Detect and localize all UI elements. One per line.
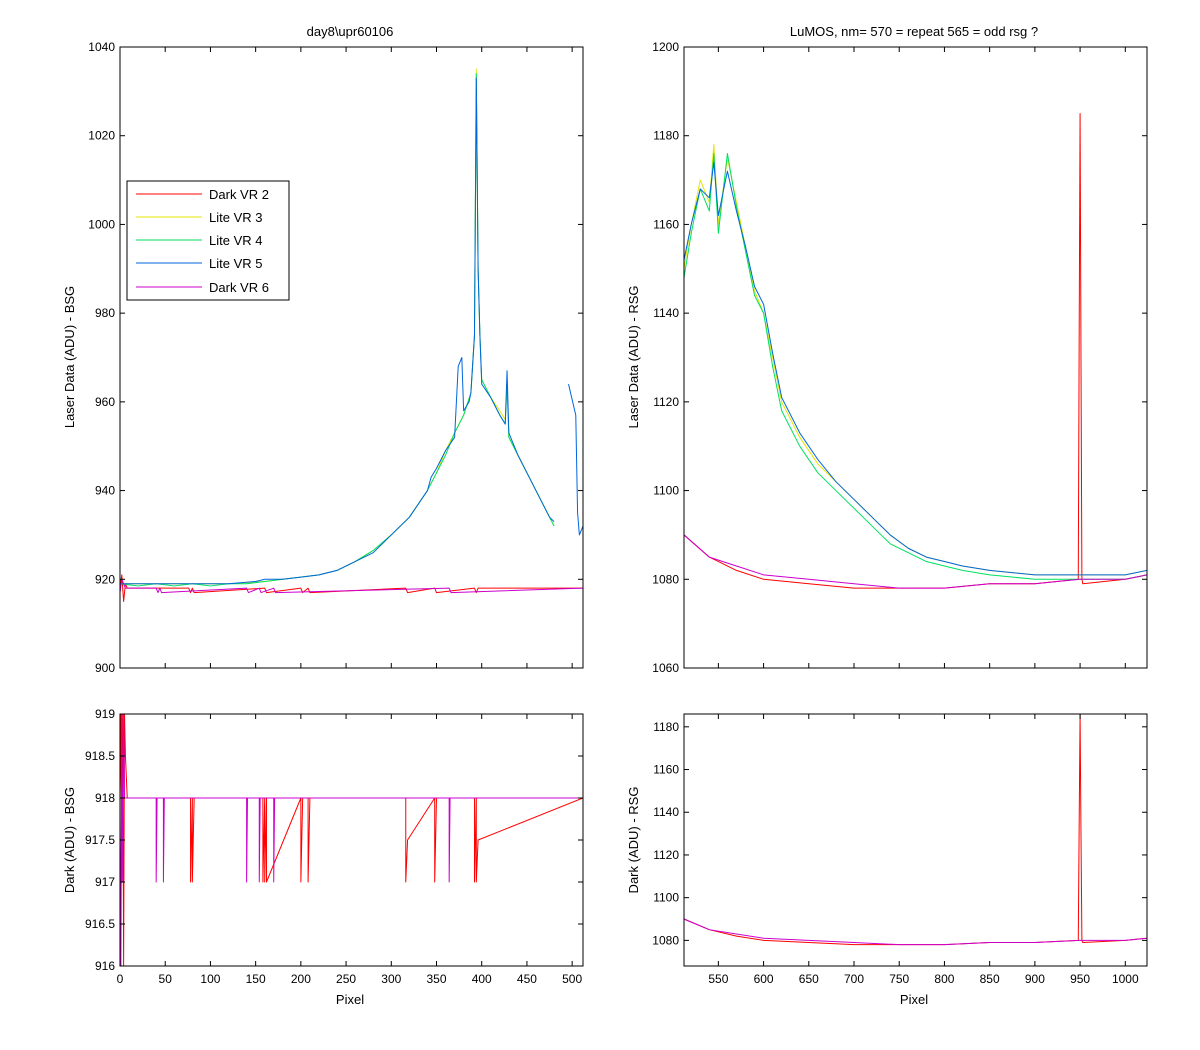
plot-area <box>684 47 1147 668</box>
x-tick-label: 550 <box>708 972 728 986</box>
x-tick-label: 900 <box>1025 972 1045 986</box>
y-tick-label: 918 <box>95 791 115 805</box>
y-tick-label: 1160 <box>653 763 679 777</box>
legend-entry-label: Lite VR 3 <box>209 210 262 225</box>
y-tick-label: 1000 <box>88 217 115 231</box>
y-tick-label: 1040 <box>88 40 115 54</box>
y-tick-label: 1180 <box>653 720 679 734</box>
y-tick-label: 920 <box>95 572 115 586</box>
y-tick-label: 917 <box>95 875 115 889</box>
x-tick-label: 350 <box>426 972 446 986</box>
x-tick-label: 300 <box>381 972 401 986</box>
y-tick-label: 1060 <box>652 661 679 675</box>
chart-top-right: LuMOS, nm= 570 = repeat 565 = odd rsg ? … <box>626 24 1148 675</box>
x-tick-label: 850 <box>980 972 1000 986</box>
y-tick-label: 916 <box>95 959 115 973</box>
chart-bottom-right: Dark (ADU) - RSG Pixel 550 600 650 700 750 80… <box>626 713 1148 1007</box>
y-tick-label: 1160 <box>653 217 679 231</box>
series-line-dark-vr-6 <box>120 714 583 966</box>
x-tick-label: 600 <box>754 972 774 986</box>
x-tick-label: 200 <box>291 972 311 986</box>
y-tick-label: 1020 <box>88 129 115 143</box>
y-tick-label: 1080 <box>652 933 679 947</box>
series-group <box>684 714 1147 946</box>
series-line-dark-vr-2 <box>120 574 583 602</box>
x-tick-label: 650 <box>799 972 819 986</box>
x-tick-label: 750 <box>889 972 909 986</box>
legend-entry: Lite VR 5 <box>136 256 262 271</box>
series-group <box>684 113 1147 589</box>
y-tick-label: 1100 <box>653 484 679 498</box>
series-line-lite-vr-5 <box>684 161 1147 576</box>
legend-entry: Dark VR 6 <box>136 280 269 295</box>
y-tick-label: 960 <box>95 395 115 409</box>
y-tick-label: 980 <box>95 306 115 320</box>
x-tick-label: 0 <box>117 972 124 986</box>
axes-frame <box>683 46 1148 669</box>
x-tick-label: 450 <box>517 972 537 986</box>
series-line-dark-vr-6 <box>120 578 583 594</box>
y-axis-label: Laser Data (ADU) - RSG <box>626 285 641 428</box>
y-axis-label: Dark (ADU) - RSG <box>626 787 641 894</box>
y-tick-label: 1100 <box>653 891 679 905</box>
x-tick-label: 800 <box>934 972 954 986</box>
y-tick-label: 1080 <box>652 572 679 586</box>
legend-entry-label: Dark VR 2 <box>209 187 269 202</box>
y-tick-label: 1140 <box>653 306 679 320</box>
series-group <box>120 714 583 966</box>
chart-title: day8\upr60106 <box>307 24 394 39</box>
legend-entry-label: Lite VR 5 <box>209 256 262 271</box>
x-tick-label: 100 <box>200 972 220 986</box>
x-tick-label: 500 <box>562 972 582 986</box>
x-axis-label: Pixel <box>336 992 364 1007</box>
legend-entry-label: Dark VR 6 <box>209 280 269 295</box>
plot-area <box>684 714 1147 966</box>
legend-entry: Lite VR 4 <box>136 233 262 248</box>
y-tick-label: 916.5 <box>85 917 115 931</box>
y-tick-label: 940 <box>95 484 115 498</box>
x-tick-label: 150 <box>246 972 266 986</box>
legend-entry-label: Lite VR 4 <box>209 233 262 248</box>
y-tick-label: 918.5 <box>85 749 115 763</box>
x-tick-label: 400 <box>472 972 492 986</box>
axes-frame <box>119 46 584 669</box>
series-line-dark-vr-6 <box>684 534 1147 589</box>
y-tick-label: 917.5 <box>85 833 115 847</box>
legend-entry: Lite VR 3 <box>136 210 262 225</box>
y-tick-label: 1180 <box>653 129 679 143</box>
x-tick-label: 250 <box>336 972 356 986</box>
series-line-lite-vr-5 <box>120 77 583 585</box>
y-tick-label: 919 <box>95 707 115 721</box>
x-tick-label: 1000 <box>1112 972 1139 986</box>
y-tick-label: 1120 <box>653 848 679 862</box>
y-axis-label: Laser Data (ADU) - BSG <box>62 286 77 428</box>
series-group <box>120 68 583 602</box>
legend-entry: Dark VR 2 <box>136 187 269 202</box>
x-axis-label: Pixel <box>900 992 928 1007</box>
y-tick-label: 1200 <box>652 40 679 54</box>
y-tick-label: 900 <box>95 661 115 675</box>
x-tick-label: 950 <box>1070 972 1090 986</box>
chart-bottom-left: Dark (ADU) - BSG Pixel 0 50 100 150 200 250 30… <box>62 707 584 1007</box>
y-tick-label: 1120 <box>653 395 679 409</box>
plot-area <box>120 714 583 966</box>
y-tick-label: 1140 <box>653 805 679 819</box>
chart-title: LuMOS, nm= 570 = repeat 565 = odd rsg ? <box>790 24 1038 39</box>
plot-area <box>120 47 583 668</box>
series-line-dark-vr-6 <box>684 918 1147 946</box>
chart-legend: Dark VR 2 Lite VR 3 Lite VR 4 Lite VR 5 … <box>126 180 290 301</box>
x-tick-label: 50 <box>159 972 173 986</box>
series-line-dark-vr-2 <box>120 714 583 966</box>
axes-frame <box>683 713 1148 967</box>
chart-top-left: day8\upr60106 Laser Data (ADU) - BSG 900… <box>62 24 584 675</box>
x-tick-label: 700 <box>844 972 864 986</box>
y-axis-label: Dark (ADU) - BSG <box>62 787 77 893</box>
